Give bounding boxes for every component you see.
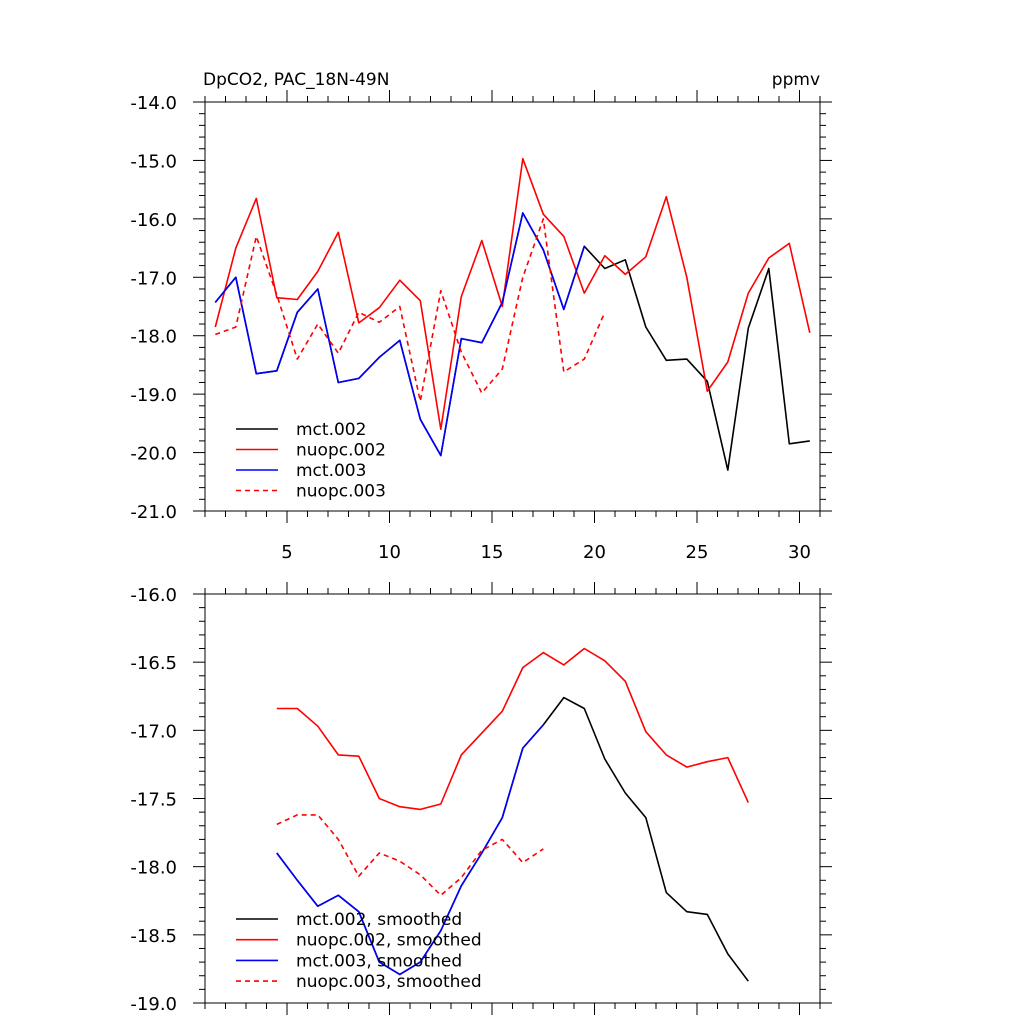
legend-label: mct.003 <box>296 461 366 481</box>
y-tick-label: -18.0 <box>130 327 177 348</box>
legend-label: mct.002, smoothed <box>296 910 462 930</box>
x-tick-label: 15 <box>481 542 504 563</box>
chart-panel-1: DpCO2, PAC_18N-49N ppmv -14.0 -15.0 -16.0 -17… <box>130 70 832 563</box>
x-tick-label: 5 <box>281 542 292 563</box>
y-tick-label: -16.0 <box>130 210 177 231</box>
y-tick-label: -21.0 <box>130 502 177 523</box>
x-tick-label: 30 <box>788 542 811 563</box>
legend-label: nuopc.002 <box>296 441 386 461</box>
y-tick-label: -19.0 <box>130 994 177 1015</box>
series-line-2 <box>276 647 750 811</box>
x-tick-label: 20 <box>583 542 606 563</box>
series-line-4 <box>276 814 544 897</box>
legend-label: mct.002 <box>296 420 366 440</box>
y-tick-label: -17.5 <box>130 790 177 811</box>
legend-label: nuopc.003, smoothed <box>296 972 482 992</box>
series-line-2 <box>214 157 811 431</box>
series-line-4 <box>215 218 606 403</box>
chart-title: DpCO2, PAC_18N-49N <box>203 70 389 90</box>
series-line-3 <box>214 212 586 457</box>
chart-panel-2: -16.0 -16.5 -17.0 -17.5 -18.0 -18.5 -19.0 mct.0… <box>130 582 832 1015</box>
y-tick-label: -16.5 <box>130 653 177 674</box>
legend-label: nuopc.003 <box>296 482 386 502</box>
y-tick-label: -15.0 <box>130 151 177 172</box>
y-tick-label: -18.5 <box>130 926 177 947</box>
x-tick-label: 10 <box>378 542 401 563</box>
y-tick-label: -14.0 <box>130 93 177 114</box>
legend-label: nuopc.002, smoothed <box>296 931 482 951</box>
y-tick-label: -19.0 <box>130 385 177 406</box>
y-tick-label: -20.0 <box>130 444 177 465</box>
y-tick-label: -16.0 <box>130 585 177 606</box>
series-line-3 <box>276 724 544 976</box>
units-label: ppmv <box>772 70 820 90</box>
x-tick-label: 25 <box>686 542 709 563</box>
legend-label: mct.003, smoothed <box>296 951 462 971</box>
y-tick-label: -17.0 <box>130 721 177 742</box>
y-tick-label: -18.0 <box>130 858 177 879</box>
y-tick-label: -17.0 <box>130 268 177 289</box>
